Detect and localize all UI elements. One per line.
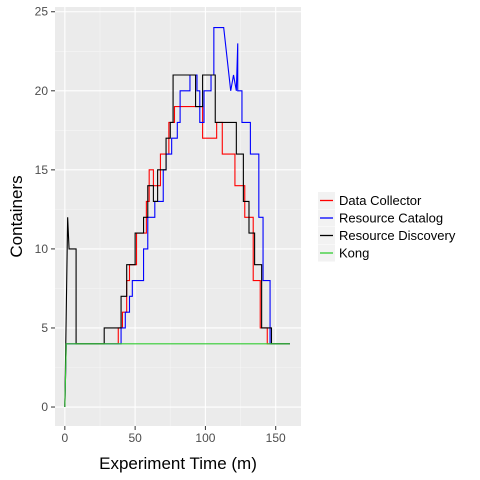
series-line-resource-catalog <box>64 26 290 408</box>
y-tick-label: 5 <box>41 321 48 335</box>
legend: Data Collector Resource Catalog Resource D… <box>318 192 456 262</box>
y-tick-label: 0 <box>41 400 48 414</box>
x-axis-title: Experiment Time (m) <box>99 454 257 473</box>
y-tick-label: 20 <box>35 84 49 98</box>
legend-label: Data Collector <box>339 193 422 208</box>
axes: 0 50 100 150 0 5 10 15 20 25 <box>35 5 286 445</box>
legend-item: Kong <box>318 244 369 262</box>
x-tick-label: 50 <box>128 431 142 445</box>
legend-label: Kong <box>339 246 369 261</box>
legend-item: Resource Discovery <box>318 227 456 244</box>
series-line-resource-discovery <box>64 74 290 408</box>
series-lines <box>64 26 290 408</box>
series-line-kong <box>64 343 290 408</box>
x-tick-label: 0 <box>61 431 68 445</box>
y-axis-title: Containers <box>7 175 26 257</box>
x-tick-label: 150 <box>266 431 286 445</box>
legend-label: Resource Catalog <box>339 211 443 226</box>
legend-item: Data Collector <box>318 192 422 209</box>
y-tick-label: 25 <box>35 5 49 19</box>
legend-item: Resource Catalog <box>318 209 443 227</box>
legend-label: Resource Discovery <box>339 228 456 243</box>
plot-panel <box>55 7 301 426</box>
x-tick-label: 100 <box>195 431 215 445</box>
y-tick-label: 15 <box>35 163 49 177</box>
y-tick-label: 10 <box>35 242 49 256</box>
